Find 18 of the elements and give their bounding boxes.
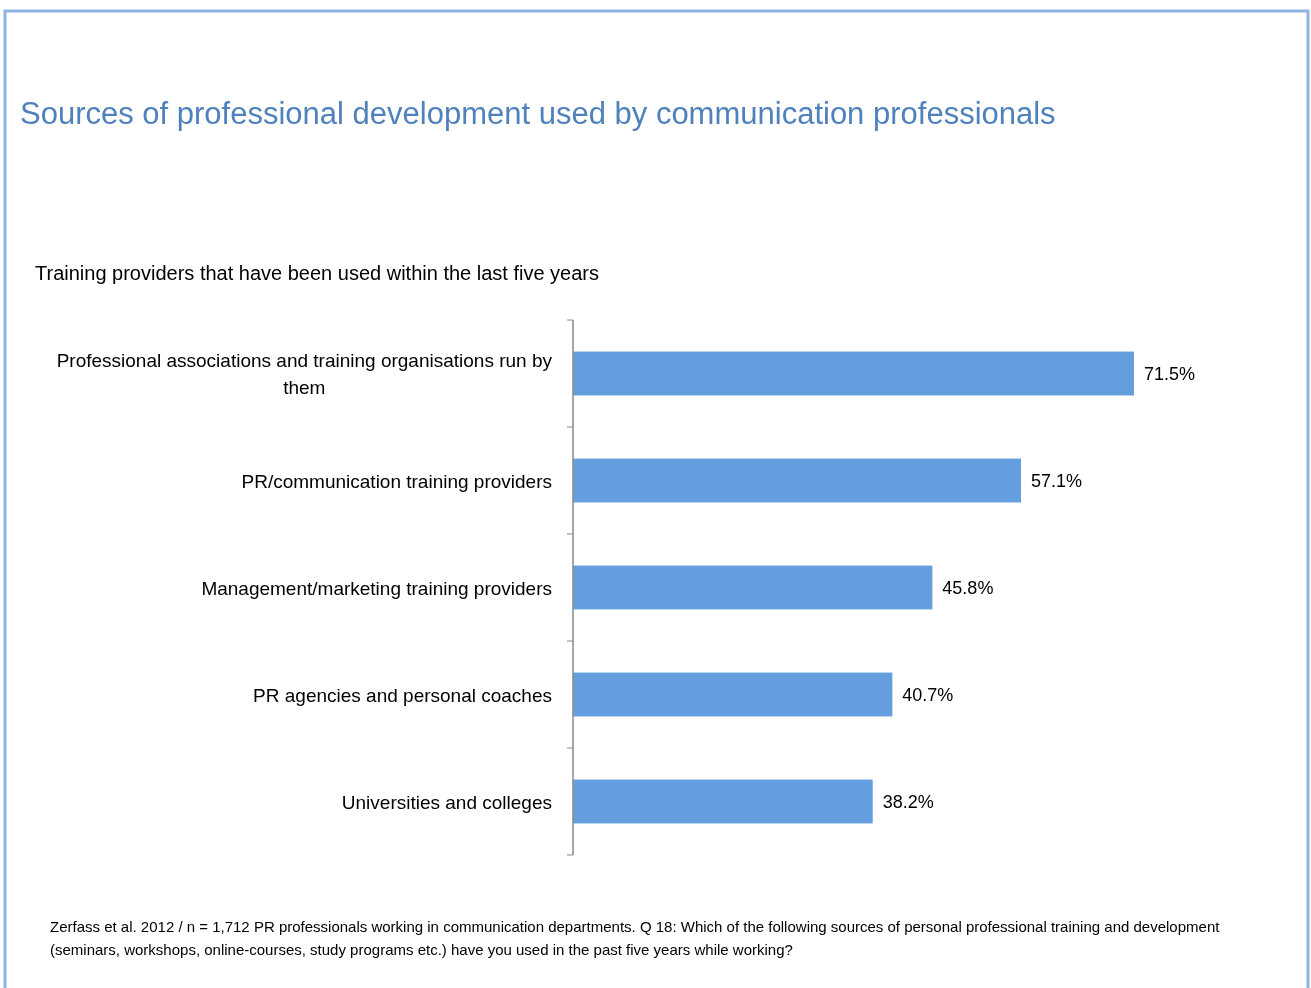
text: Training providers that have been used within the last five years bbox=[35, 262, 600, 284]
y-tick-label: Professional associations and training organisations run by them bbox=[56, 349, 553, 398]
y-tick-label: PR/communication training providers bbox=[241, 470, 552, 491]
data-label: 71.5% bbox=[1144, 363, 1196, 384]
bar bbox=[573, 351, 1134, 396]
data-label: 57.1% bbox=[1031, 470, 1083, 491]
data-label: 45.8% bbox=[942, 577, 994, 598]
y-tick-label: Management/marketing training providers bbox=[201, 577, 552, 598]
y-tick-label: Universities and colleges bbox=[341, 791, 552, 812]
bar bbox=[573, 672, 893, 717]
y-tick-label: PR agencies and personal coaches bbox=[253, 684, 552, 705]
bar bbox=[573, 458, 1022, 503]
data-label: 38.2% bbox=[882, 791, 934, 812]
data-label: 40.7% bbox=[902, 684, 954, 705]
text: Zerfass et al. 2012 / n = 1,712 PR professionals working in communication departments. Q 18: Which of the following sources of personal professional training and development (seminars, workshops, online-courses, study programs etc.) have you used in the past five years while working? bbox=[50, 918, 1221, 958]
bar bbox=[573, 779, 873, 824]
chart-title: Sources of professional development used by communication professionals bbox=[20, 96, 1056, 131]
bar bbox=[573, 565, 933, 610]
